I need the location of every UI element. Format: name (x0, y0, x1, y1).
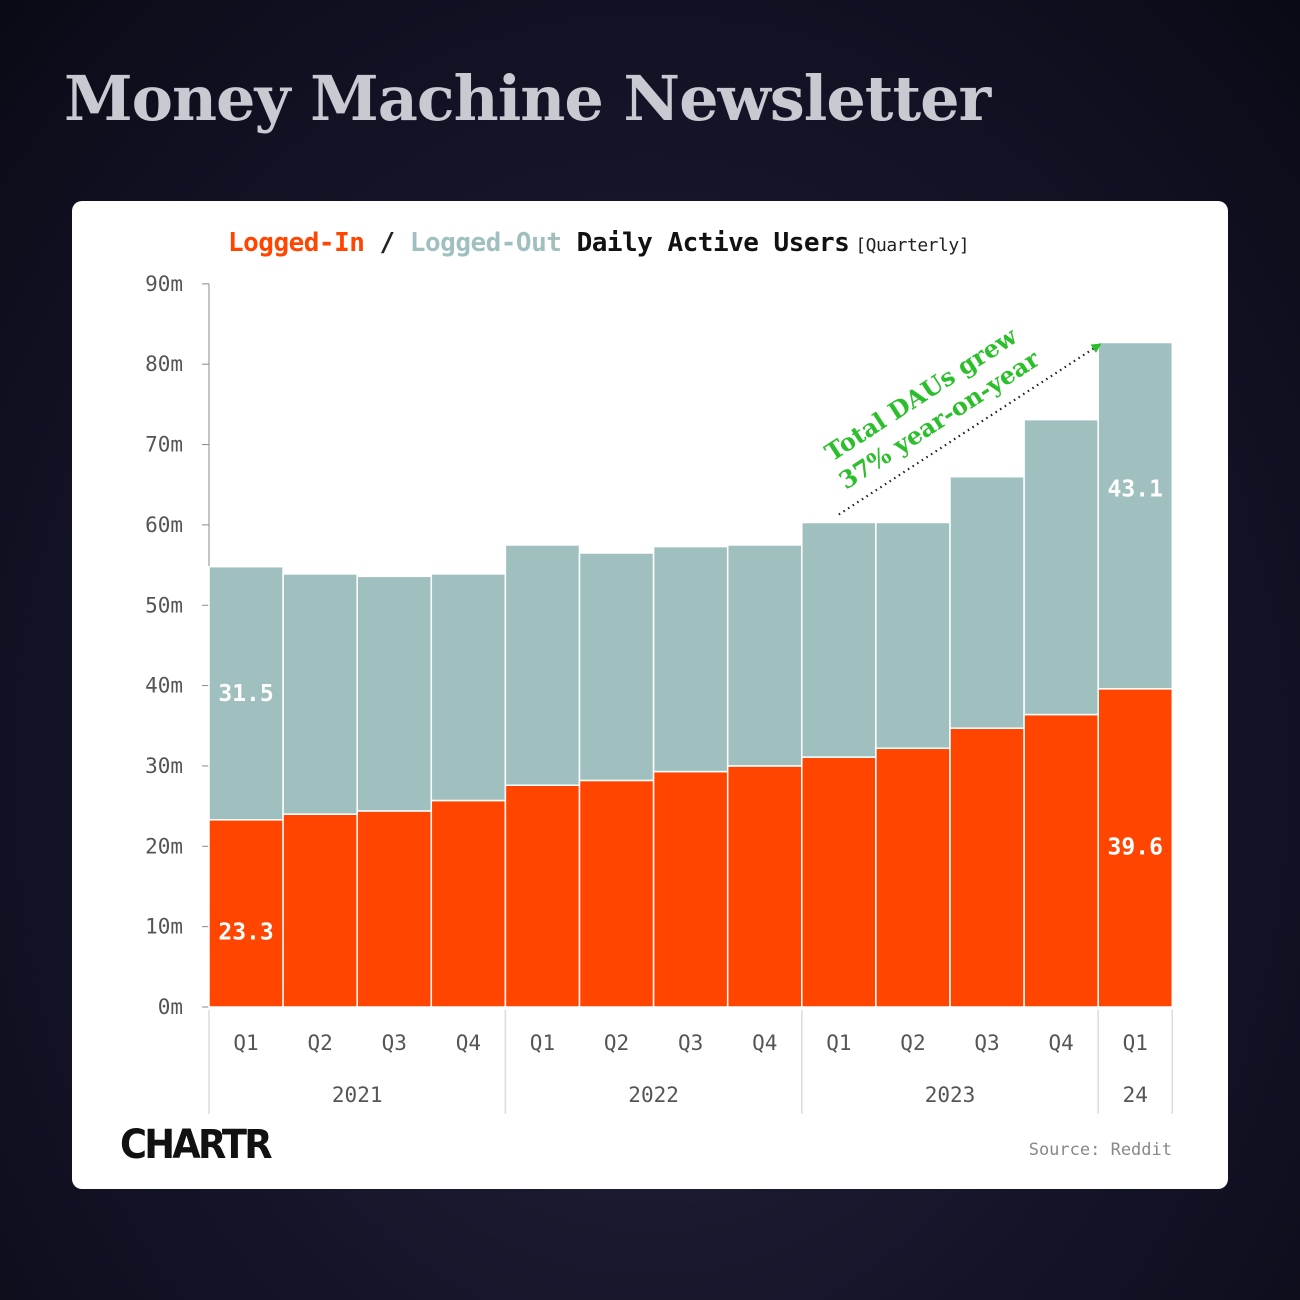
bar-logged-in (282, 813, 358, 1008)
bar-logged-out (430, 573, 507, 802)
x-year-label: 2022 (628, 1083, 679, 1107)
x-year-label: 2023 (925, 1083, 976, 1107)
chart-title: Logged-In / Logged-Out Daily Active User… (228, 228, 970, 258)
y-tick-label: 30m (145, 754, 183, 778)
x-tick-label: Q1 (826, 1031, 851, 1055)
annotation-arrow (838, 343, 1102, 516)
x-tick-label: Q3 (382, 1031, 407, 1055)
chart-title-logged-in: Logged-In (228, 228, 365, 258)
chart-title-logged-out: Logged-Out (409, 228, 562, 258)
source-note: Source: Reddit (1028, 1140, 1172, 1160)
y-tick-label: 60m (145, 513, 183, 537)
chart-title-metric: Daily Active Users (576, 228, 850, 258)
y-tick-label: 70m (145, 433, 183, 457)
x-tick-label: Q4 (1049, 1031, 1074, 1055)
bar-logged-out (726, 544, 803, 767)
bar-logged-in (504, 784, 581, 1008)
bar-logged-out (1097, 341, 1174, 690)
bar-logged-in (652, 770, 729, 1008)
bar-value-label: 23.3 (218, 919, 273, 945)
bar-logged-out (208, 565, 284, 821)
x-tick-label: Q1 (530, 1031, 555, 1055)
y-tick-label: 50m (145, 593, 183, 617)
x-tick-label: Q2 (900, 1031, 925, 1055)
chart-title-separator: / (379, 228, 396, 258)
bar-logged-in (801, 756, 877, 1008)
bar-logged-out (801, 521, 877, 758)
x-tick-label: Q3 (678, 1031, 703, 1055)
bar-logged-in (356, 810, 433, 1008)
x-tick-label: Q4 (752, 1031, 777, 1055)
y-tick-label: 40m (145, 674, 183, 698)
bar-logged-in (430, 799, 507, 1008)
bar-logged-out (949, 475, 1025, 729)
x-tick-label: Q3 (974, 1031, 999, 1055)
y-tick-label: 0m (158, 995, 183, 1019)
bar-value-label: 31.5 (218, 681, 273, 707)
bar-value-label: 39.6 (1108, 834, 1163, 860)
x-year-label: 2021 (332, 1083, 383, 1107)
bar-logged-in (875, 747, 951, 1008)
bar-logged-in (726, 765, 803, 1008)
bar-logged-out (356, 575, 433, 812)
x-tick-label: Q1 (233, 1031, 258, 1055)
x-tick-label: Q2 (308, 1031, 333, 1055)
bar-logged-in (578, 779, 655, 1008)
chartr-logo: CHARTR (120, 1122, 273, 1168)
bar-logged-out (578, 552, 655, 782)
bar-logged-out (504, 544, 581, 786)
bar-logged-in (208, 819, 284, 1008)
y-tick-label: 10m (145, 915, 183, 939)
bar-logged-out (282, 573, 358, 815)
bar-logged-in (1023, 713, 1099, 1008)
page-title: Money Machine Newsletter (64, 62, 991, 135)
chart-title-frequency: [Quarterly] (855, 235, 970, 256)
y-tick-label: 80m (145, 352, 183, 376)
bar-logged-in (949, 727, 1025, 1008)
bar-logged-out (1023, 418, 1099, 716)
x-tick-label: Q2 (604, 1031, 629, 1055)
y-tick-label: 20m (145, 834, 183, 858)
bar-logged-in (1097, 688, 1174, 1008)
y-tick-label: 90m (145, 272, 183, 296)
bar-logged-out (652, 545, 729, 773)
x-tick-label: Q4 (456, 1031, 481, 1055)
x-year-label: 24 (1123, 1083, 1148, 1107)
x-tick-label: Q1 (1123, 1031, 1148, 1055)
bar-value-label: 43.1 (1108, 477, 1163, 503)
bar-logged-out (875, 521, 951, 750)
